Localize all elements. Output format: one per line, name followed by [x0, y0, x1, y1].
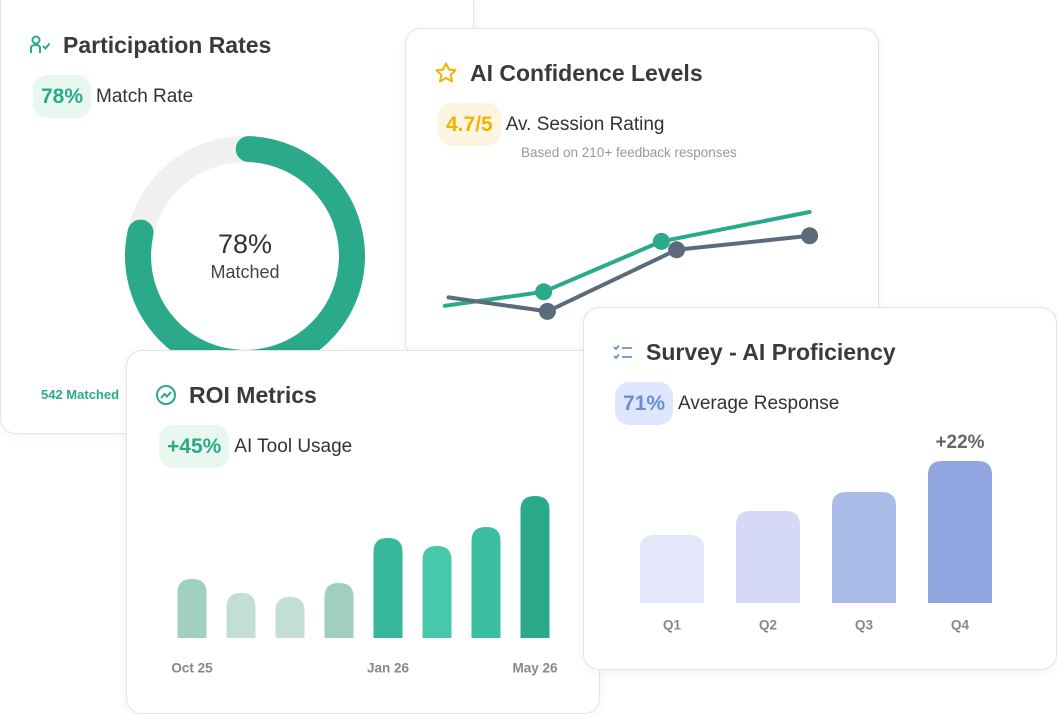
point: [801, 227, 819, 245]
x-tick-label: May 26: [512, 661, 558, 676]
bar: [471, 527, 501, 638]
point: [538, 302, 556, 320]
icon: [30, 35, 51, 53]
badge: +45%: [159, 425, 230, 468]
badge-row: +45% AI Tool Usage: [159, 425, 352, 468]
survey-card: Q1 Q2 Q3 Q4 +22% Survey - AI Proficiency 71%…: [583, 307, 1057, 670]
badge-label: AI Tool Usage: [234, 435, 353, 457]
bar: [928, 461, 992, 603]
badge-row: 78% Match Rate: [33, 75, 193, 118]
bar: [226, 593, 256, 638]
badge-row: 4.7/5 Av. Session Rating: [438, 103, 665, 146]
bar: [736, 511, 800, 603]
badge-label: Match Rate: [96, 85, 194, 107]
donut-value-label: 78%: [218, 229, 272, 259]
card-title: AI Confidence Levels: [470, 59, 703, 86]
bar: [275, 597, 305, 638]
card-header: AI Confidence Levels: [434, 57, 703, 89]
badge: 4.7/5: [438, 103, 501, 146]
x-tick-label: Q4: [951, 618, 970, 633]
badge-row: 71% Average Response: [615, 382, 839, 425]
card-title: Participation Rates: [63, 31, 272, 58]
series-line: [446, 233, 812, 314]
bar: [177, 579, 207, 638]
x-tick-label: Q2: [759, 618, 777, 633]
bar-chart: Oct 25 Jan 26 May 26: [171, 496, 558, 676]
footer: 542 Matched: [41, 387, 120, 402]
x-tick-label: Q1: [663, 618, 682, 633]
badge: 71%: [615, 382, 674, 425]
bar: [373, 538, 403, 638]
badge: 78%: [33, 75, 92, 118]
x-tick-label: Oct 25: [171, 661, 213, 676]
card-header: Participation Rates: [29, 29, 271, 61]
line-chart: [442, 210, 819, 320]
point: [668, 241, 686, 259]
bar: [520, 496, 550, 638]
x-tick-label: Jan 26: [367, 661, 410, 676]
badge-label: Average Response: [678, 392, 840, 414]
confidence-card: AI Confidence Levels 4.7/5 Av. Session R…: [405, 28, 879, 358]
card-header: ROI Metrics: [155, 379, 317, 411]
card-title: ROI Metrics: [189, 381, 317, 408]
bar-chart: Q1 Q2 Q3 Q4 +22%: [640, 432, 992, 633]
bar: [832, 492, 896, 603]
bar: [324, 583, 354, 638]
icon: [156, 385, 176, 405]
donut-caption: Matched: [210, 262, 279, 282]
point: [652, 232, 670, 250]
icon: [613, 344, 632, 360]
bar: [640, 535, 704, 603]
card-header: Survey - AI Proficiency: [612, 336, 896, 368]
bar: [422, 546, 452, 638]
point: [535, 283, 553, 301]
subtitle: Based on 210+ feedback responses: [521, 145, 737, 160]
x-tick-label: Q3: [855, 618, 874, 633]
series-line: [442, 210, 812, 308]
card-title: Survey - AI Proficiency: [646, 338, 896, 365]
icon: [435, 62, 457, 83]
badge-label: Av. Session Rating: [505, 113, 665, 135]
annotation: +22%: [935, 432, 984, 453]
roi-card: Oct 25 Jan 26 May 26 ROI Metrics +45% AI T…: [126, 350, 600, 714]
